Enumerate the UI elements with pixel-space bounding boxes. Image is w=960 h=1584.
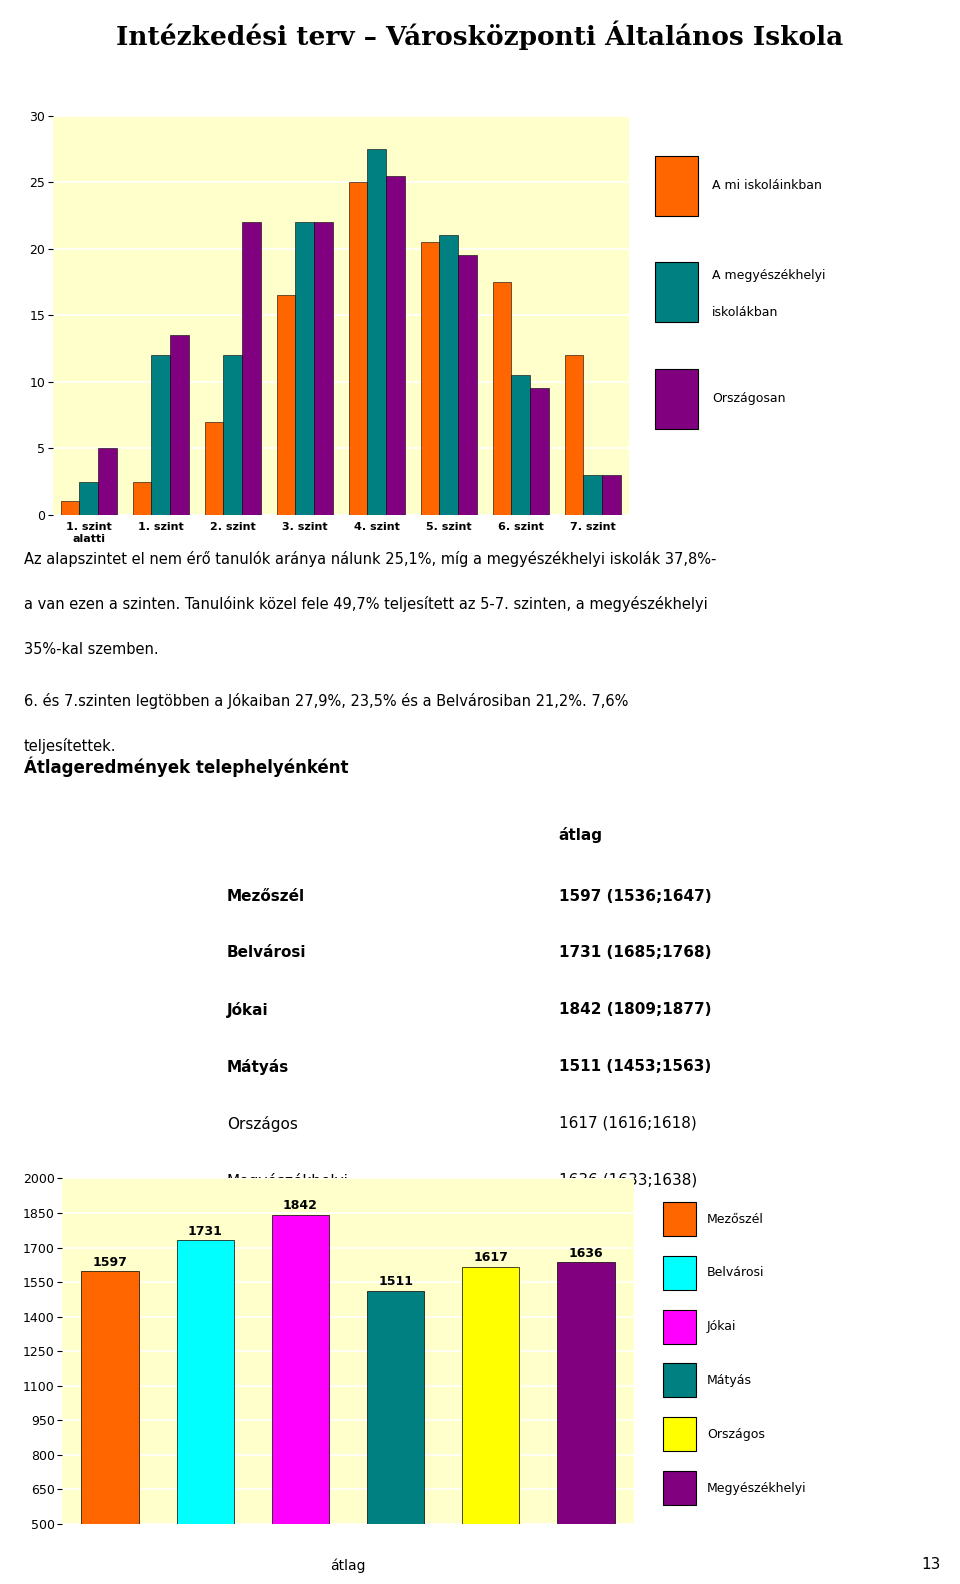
Text: 1617 (1616;1618): 1617 (1616;1618) — [559, 1117, 696, 1131]
Bar — [558, 1262, 614, 1584]
Bar — [170, 336, 189, 515]
Text: Mezőszél: Mezőszél — [227, 889, 305, 903]
Text: 1511: 1511 — [378, 1275, 413, 1288]
Text: 1842: 1842 — [283, 1199, 318, 1212]
FancyBboxPatch shape — [655, 155, 698, 215]
Bar — [296, 222, 314, 515]
FancyBboxPatch shape — [663, 1418, 696, 1451]
Text: 13: 13 — [922, 1557, 941, 1573]
Bar — [98, 448, 117, 515]
Text: Megyészékhelyi: Megyészékhelyi — [227, 1172, 348, 1190]
Bar — [492, 282, 512, 515]
Bar — [204, 421, 224, 515]
Bar — [564, 355, 584, 515]
Bar — [242, 222, 261, 515]
Text: 6. és 7.szinten legtöbben a Jókaiban 27,9%, 23,5% és a Belvárosiban 21,2%. 7,6%: 6. és 7.szinten legtöbben a Jókaiban 27,… — [24, 692, 629, 710]
Bar — [276, 295, 296, 515]
FancyBboxPatch shape — [663, 1256, 696, 1289]
Bar — [584, 475, 602, 515]
Text: Átlageredmények telephelyénként: Átlageredmények telephelyénként — [24, 757, 348, 778]
Text: A mi iskoláinkban: A mi iskoláinkban — [712, 179, 822, 192]
Bar — [367, 1291, 424, 1584]
Text: 35%-kal szemben.: 35%-kal szemben. — [24, 642, 158, 656]
Text: a van ezen a szinten. Tanulóink közel fele 49,7% teljesített az 5-7. szinten, a : a van ezen a szinten. Tanulóink közel fe… — [24, 596, 708, 613]
Bar — [512, 375, 530, 515]
Text: Országos: Országos — [227, 1117, 298, 1133]
Text: 1842 (1809;1877): 1842 (1809;1877) — [559, 1003, 711, 1017]
Text: A megyészékhelyi: A megyészékhelyi — [712, 269, 826, 282]
Bar — [82, 1272, 138, 1584]
Text: Az alapszintet el nem érő tanulók aránya nálunk 25,1%, míg a megyészékhelyi isko: Az alapszintet el nem érő tanulók aránya… — [24, 551, 716, 567]
Bar — [368, 149, 386, 515]
FancyBboxPatch shape — [655, 369, 698, 429]
FancyBboxPatch shape — [663, 1364, 696, 1397]
Bar — [224, 355, 242, 515]
Bar — [602, 475, 621, 515]
Text: 1731: 1731 — [188, 1224, 223, 1237]
Text: 1597: 1597 — [92, 1256, 128, 1269]
FancyBboxPatch shape — [663, 1202, 696, 1236]
Text: Megyészékhelyi: Megyészékhelyi — [707, 1481, 806, 1495]
Text: Országosan: Országosan — [712, 393, 786, 406]
Bar — [80, 482, 98, 515]
Text: 1731 (1685;1768): 1731 (1685;1768) — [559, 946, 711, 960]
Text: átlag: átlag — [559, 827, 603, 843]
FancyBboxPatch shape — [655, 263, 698, 322]
Text: Mátyás: Mátyás — [707, 1373, 752, 1388]
Bar — [458, 255, 477, 515]
Bar — [462, 1267, 519, 1584]
Text: 1617: 1617 — [473, 1251, 508, 1264]
Text: átlag: átlag — [330, 1559, 366, 1573]
Text: Jókai: Jókai — [707, 1319, 736, 1334]
Bar — [420, 242, 440, 515]
Text: iskolákban: iskolákban — [712, 306, 779, 318]
Text: Belvárosi: Belvárosi — [227, 946, 306, 960]
Text: 1597 (1536;1647): 1597 (1536;1647) — [559, 889, 711, 903]
Text: 1636: 1636 — [568, 1247, 603, 1259]
Bar — [386, 176, 405, 515]
Text: Mezőszél: Mezőszél — [707, 1212, 764, 1226]
Text: Mátyás: Mátyás — [227, 1060, 289, 1076]
FancyBboxPatch shape — [663, 1472, 696, 1505]
Bar — [530, 388, 549, 515]
Bar — [177, 1240, 233, 1584]
Bar — [152, 355, 170, 515]
Text: Intézkedési terv – Városközponti Általános Iskola: Intézkedési terv – Városközponti Általán… — [116, 21, 844, 49]
Bar — [348, 182, 368, 515]
Text: teljesítettek.: teljesítettek. — [24, 738, 116, 754]
Bar — [132, 482, 152, 515]
Text: Belvárosi: Belvárosi — [707, 1266, 764, 1280]
Bar — [440, 236, 458, 515]
Text: 1511 (1453;1563): 1511 (1453;1563) — [559, 1060, 710, 1074]
Bar — [272, 1215, 329, 1584]
Bar — [314, 222, 333, 515]
FancyBboxPatch shape — [663, 1310, 696, 1343]
Text: 1636 (1633;1638): 1636 (1633;1638) — [559, 1172, 697, 1188]
Bar — [60, 502, 80, 515]
Text: Országos: Országos — [707, 1427, 765, 1441]
Text: Jókai: Jókai — [227, 1003, 269, 1019]
